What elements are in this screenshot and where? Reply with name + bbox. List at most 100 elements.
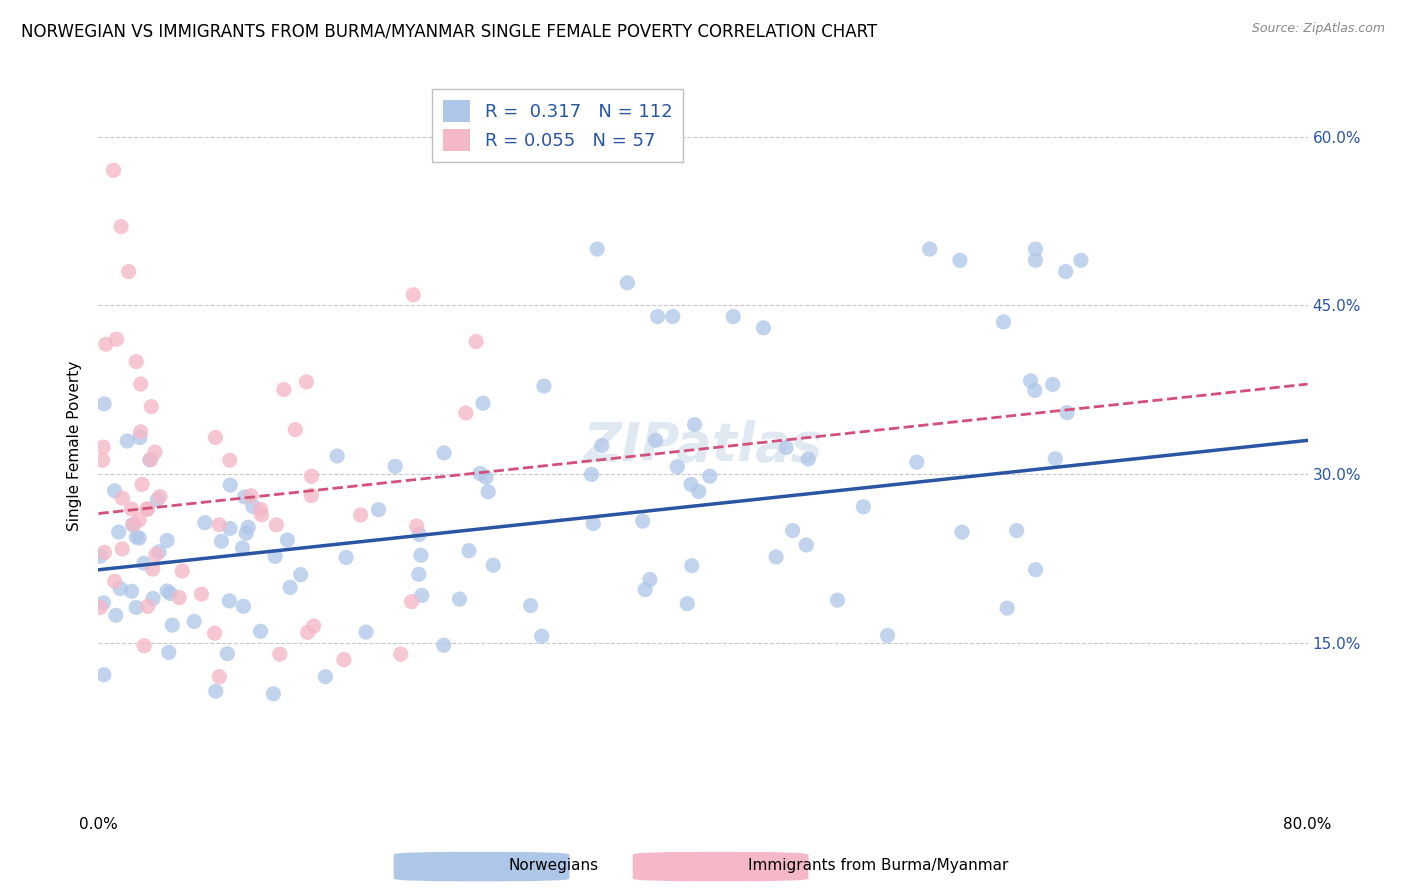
Point	[93, 397, 115, 411]
Point	[852, 500, 875, 514]
Point	[411, 588, 433, 602]
Point	[249, 502, 271, 516]
Point	[131, 477, 153, 491]
Point	[1070, 253, 1092, 268]
Point	[472, 396, 495, 410]
Point	[232, 599, 254, 614]
Point	[314, 670, 336, 684]
Point	[128, 531, 150, 545]
Point	[269, 647, 291, 661]
Point	[129, 377, 152, 392]
Point	[266, 517, 288, 532]
Point	[157, 645, 180, 659]
Point	[1024, 242, 1046, 256]
Point	[264, 549, 287, 564]
Point	[148, 545, 170, 559]
Point	[384, 459, 406, 474]
Point	[145, 548, 167, 562]
Point	[139, 453, 162, 467]
Point	[1045, 451, 1067, 466]
Point	[219, 478, 242, 492]
Point	[219, 521, 242, 535]
Text: Immigrants from Burma/Myanmar: Immigrants from Burma/Myanmar	[748, 858, 1008, 872]
Point	[1054, 264, 1077, 278]
Point	[775, 441, 797, 455]
Point	[827, 593, 849, 607]
Point	[401, 595, 423, 609]
Point	[233, 490, 256, 504]
Point	[108, 582, 131, 596]
Point	[235, 526, 257, 541]
Point	[1005, 524, 1028, 538]
Point	[217, 647, 239, 661]
Point	[688, 484, 710, 499]
Point	[586, 242, 609, 256]
Point	[1042, 377, 1064, 392]
Point	[797, 452, 820, 467]
Point	[276, 533, 298, 547]
Point	[1025, 563, 1047, 577]
Point	[581, 467, 603, 482]
Point	[242, 500, 264, 514]
Point	[644, 434, 666, 448]
Point	[136, 502, 159, 516]
Point	[389, 647, 412, 661]
Point	[290, 567, 312, 582]
Point	[204, 684, 226, 698]
Point	[94, 337, 117, 351]
Point	[111, 541, 134, 556]
Point	[139, 452, 162, 467]
FancyBboxPatch shape	[633, 852, 808, 881]
Point	[631, 514, 654, 528]
Point	[752, 321, 775, 335]
Point	[273, 383, 295, 397]
Point	[110, 219, 132, 234]
Point	[93, 667, 115, 681]
Point	[121, 502, 143, 516]
Point	[993, 315, 1015, 329]
Point	[194, 516, 217, 530]
Point	[681, 477, 703, 491]
Legend: R =  0.317   N = 112, R = 0.055   N = 57: R = 0.317 N = 112, R = 0.055 N = 57	[433, 89, 683, 162]
Point	[104, 608, 127, 623]
Point	[302, 619, 325, 633]
Y-axis label: Single Female Poverty: Single Female Poverty	[67, 361, 83, 531]
Point	[107, 524, 129, 539]
Point	[103, 483, 125, 498]
Point	[128, 513, 150, 527]
Point	[218, 594, 240, 608]
Point	[475, 470, 498, 484]
Point	[794, 538, 817, 552]
Point	[638, 573, 661, 587]
Point	[408, 527, 430, 541]
Point	[239, 489, 262, 503]
Point	[950, 525, 973, 540]
Point	[433, 638, 456, 652]
Point	[93, 596, 115, 610]
Point	[125, 600, 148, 615]
Point	[465, 334, 488, 349]
Point	[190, 587, 212, 601]
Point	[159, 586, 181, 600]
Point	[122, 517, 145, 532]
Point	[111, 491, 134, 506]
Point	[449, 592, 471, 607]
Point	[335, 550, 357, 565]
Point	[218, 453, 240, 467]
Point	[295, 375, 318, 389]
Point	[249, 624, 271, 639]
Point	[666, 459, 689, 474]
Text: NORWEGIAN VS IMMIGRANTS FROM BURMA/MYANMAR SINGLE FEMALE POVERTY CORRELATION CHA: NORWEGIAN VS IMMIGRANTS FROM BURMA/MYANM…	[21, 22, 877, 40]
Point	[262, 687, 284, 701]
Text: ZIPatlas: ZIPatlas	[583, 420, 823, 472]
Point	[231, 541, 253, 555]
FancyBboxPatch shape	[394, 852, 569, 881]
Point	[156, 584, 179, 599]
Point	[167, 591, 190, 605]
Point	[683, 417, 706, 432]
Point	[408, 567, 430, 582]
Point	[118, 264, 141, 278]
Point	[949, 253, 972, 268]
Point	[104, 574, 127, 589]
Point	[782, 524, 804, 538]
